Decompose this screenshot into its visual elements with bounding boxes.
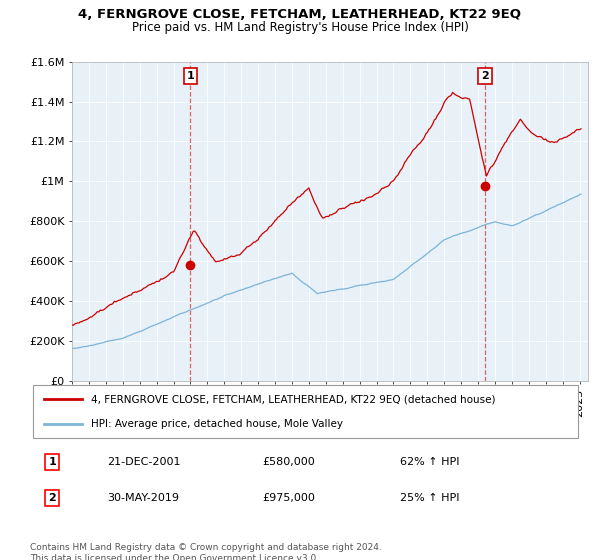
- Text: £580,000: £580,000: [262, 457, 314, 467]
- Text: 1: 1: [187, 71, 194, 81]
- Text: 4, FERNGROVE CLOSE, FETCHAM, LEATHERHEAD, KT22 9EQ (detached house): 4, FERNGROVE CLOSE, FETCHAM, LEATHERHEAD…: [91, 394, 495, 404]
- Text: HPI: Average price, detached house, Mole Valley: HPI: Average price, detached house, Mole…: [91, 419, 343, 429]
- Text: 2: 2: [481, 71, 489, 81]
- Text: Contains HM Land Registry data © Crown copyright and database right 2024.
This d: Contains HM Land Registry data © Crown c…: [30, 543, 382, 560]
- FancyBboxPatch shape: [33, 385, 578, 438]
- Text: £975,000: £975,000: [262, 493, 315, 503]
- Text: 4, FERNGROVE CLOSE, FETCHAM, LEATHERHEAD, KT22 9EQ: 4, FERNGROVE CLOSE, FETCHAM, LEATHERHEAD…: [79, 8, 521, 21]
- Text: 30-MAY-2019: 30-MAY-2019: [107, 493, 179, 503]
- Text: 2: 2: [48, 493, 56, 503]
- Text: Price paid vs. HM Land Registry's House Price Index (HPI): Price paid vs. HM Land Registry's House …: [131, 21, 469, 34]
- Text: 25% ↑ HPI: 25% ↑ HPI: [400, 493, 460, 503]
- Text: 21-DEC-2001: 21-DEC-2001: [107, 457, 181, 467]
- Text: 1: 1: [48, 457, 56, 467]
- Text: 62% ↑ HPI: 62% ↑ HPI: [400, 457, 460, 467]
